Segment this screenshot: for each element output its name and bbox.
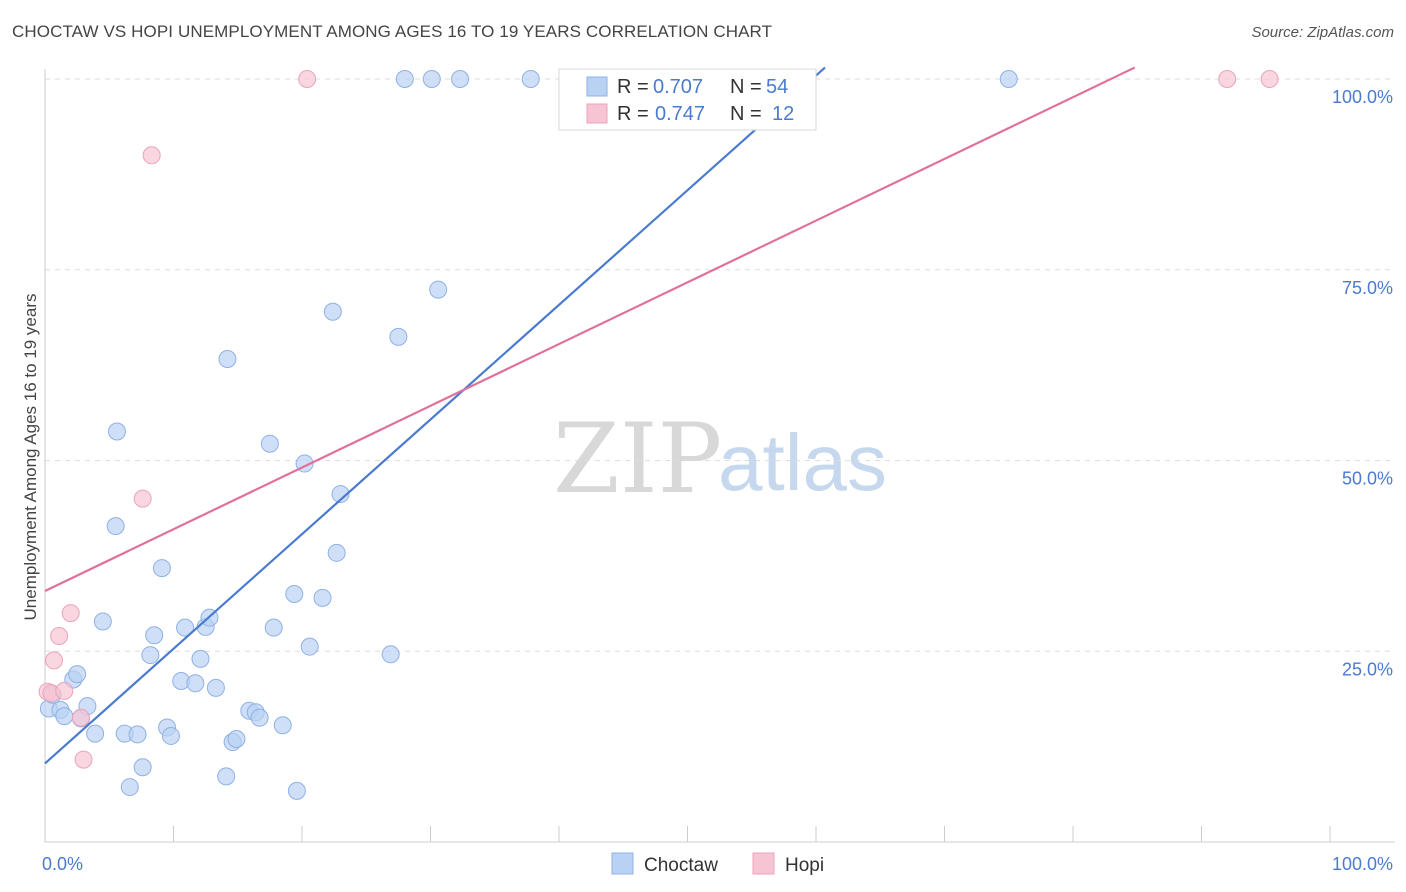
hopi-n-label: N = [730, 103, 762, 125]
choctaw-point [191, 649, 210, 668]
x-ticks [44, 826, 1331, 842]
choctaw-point [395, 70, 414, 88]
hopi-point [1218, 70, 1237, 88]
hopi-trendline [44, 66, 1136, 592]
watermark-atlas: atlas [718, 418, 887, 507]
choctaw-point [323, 302, 342, 321]
hopi-point [44, 651, 63, 670]
choctaw-point [86, 724, 105, 743]
choctaw-point [218, 350, 237, 369]
choctaw-point [273, 716, 292, 735]
choctaw-point [107, 422, 126, 441]
choctaw-point [206, 678, 225, 697]
stats-legend: R = 0.707 N = 54 R = 0.747 N = 12 [558, 68, 817, 131]
hopi-legend-swatch [586, 103, 608, 124]
choctaw-point [389, 327, 408, 346]
choctaw-point [331, 485, 350, 504]
choctaw-point [68, 665, 87, 684]
y-tick-label: 50.0% [1342, 469, 1393, 489]
gridlines [45, 78, 1395, 652]
hopi-point [74, 750, 93, 769]
watermark-zip: ZIP [553, 403, 722, 515]
series-legend: Choctaw Hopi [611, 852, 824, 876]
hopi-series-label: Hopi [785, 855, 824, 876]
hopi-series-swatch [752, 852, 775, 875]
hopi-point [55, 681, 74, 700]
choctaw-point [422, 70, 441, 88]
x-tick-label-min: 0.0% [42, 854, 83, 874]
hopi-point [50, 626, 69, 645]
y-tick-label: 25.0% [1342, 659, 1393, 679]
choctaw-point [285, 585, 304, 604]
choctaw-point [264, 618, 283, 637]
choctaw-trendline [44, 66, 826, 765]
choctaw-point [141, 646, 160, 665]
choctaw-point [287, 781, 306, 800]
hopi-points [38, 70, 1279, 769]
hopi-point [61, 604, 80, 623]
hopi-point [142, 146, 161, 165]
choctaw-point [186, 674, 205, 693]
hopi-n-value: 12 [772, 103, 794, 125]
choctaw-point [260, 434, 279, 453]
choctaw-r-value: 0.707 [653, 76, 703, 98]
choctaw-point [120, 778, 139, 797]
hopi-point [133, 489, 152, 508]
choctaw-r-label: R = [617, 76, 649, 98]
choctaw-point [300, 637, 319, 656]
hopi-point [298, 70, 317, 88]
choctaw-point [429, 280, 448, 299]
y-tick-label: 75.0% [1342, 278, 1393, 298]
choctaw-point [381, 645, 400, 664]
choctaw-n-value: 54 [766, 76, 788, 98]
choctaw-point [521, 70, 540, 88]
choctaw-point [55, 707, 74, 726]
hopi-r-label: R = [617, 103, 649, 125]
choctaw-point [327, 543, 346, 562]
choctaw-legend-swatch [586, 76, 608, 97]
choctaw-point [176, 618, 195, 637]
choctaw-series-swatch [611, 852, 634, 875]
choctaw-point [106, 517, 125, 536]
choctaw-point [93, 612, 112, 631]
chart-title: CHOCTAW VS HOPI UNEMPLOYMENT AMONG AGES … [12, 22, 773, 41]
choctaw-point [250, 708, 269, 727]
hopi-r-value: 0.747 [655, 103, 705, 125]
trendlines [44, 66, 1136, 765]
choctaw-point [133, 758, 152, 777]
choctaw-point [999, 70, 1018, 88]
choctaw-point [145, 626, 164, 645]
choctaw-point [313, 588, 332, 607]
y-tick-labels: 25.0% 50.0% 75.0% 100.0% [1332, 87, 1393, 679]
choctaw-n-label: N = [730, 76, 762, 98]
choctaw-point [227, 729, 246, 748]
y-axis-title: Unemployment Among Ages 16 to 19 years [21, 294, 40, 621]
choctaw-point [152, 559, 171, 578]
choctaw-point [128, 725, 147, 744]
choctaw-series-label: Choctaw [644, 855, 718, 876]
choctaw-point [161, 726, 180, 745]
source-label: Source: ZipAtlas.com [1251, 24, 1394, 41]
choctaw-point [217, 767, 236, 786]
y-tick-label: 100.0% [1332, 87, 1393, 107]
hopi-point [1260, 70, 1279, 88]
choctaw-point [451, 70, 470, 88]
x-tick-label-max: 100.0% [1332, 854, 1393, 874]
hopi-point [71, 708, 90, 727]
